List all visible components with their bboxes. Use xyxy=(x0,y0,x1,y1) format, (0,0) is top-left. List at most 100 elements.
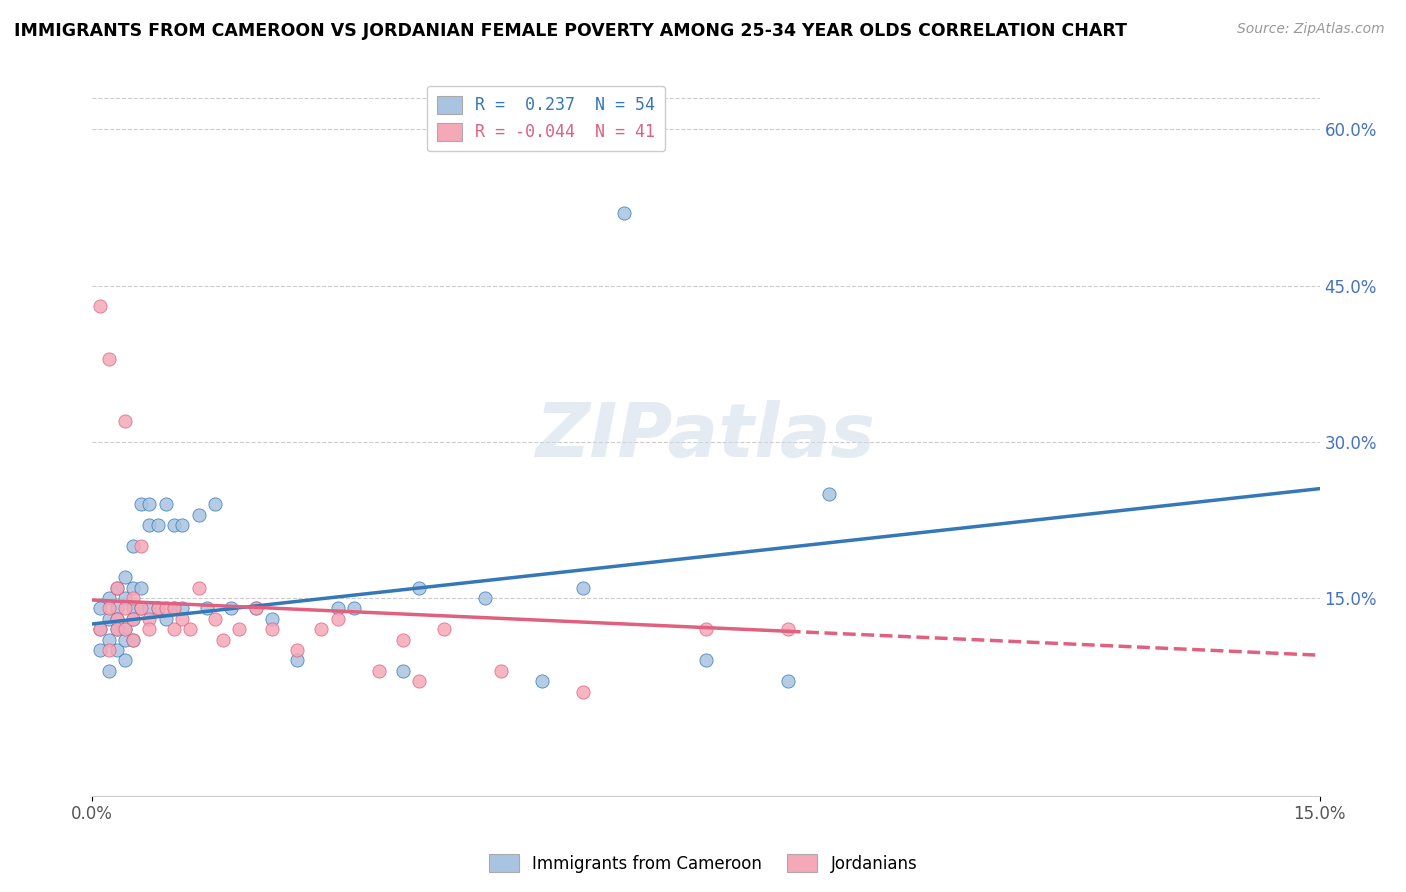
Point xyxy=(114,601,136,615)
Point xyxy=(89,622,111,636)
Point xyxy=(163,518,186,533)
Point xyxy=(572,684,595,698)
Point xyxy=(129,601,152,615)
Point xyxy=(138,622,160,636)
Point xyxy=(204,612,226,626)
Point xyxy=(172,612,194,626)
Point xyxy=(695,622,717,636)
Point xyxy=(245,601,267,615)
Point xyxy=(114,653,136,667)
Point xyxy=(105,581,128,595)
Point xyxy=(163,622,186,636)
Point xyxy=(97,601,120,615)
Point xyxy=(89,622,111,636)
Point xyxy=(122,612,145,626)
Point xyxy=(89,300,111,314)
Point xyxy=(311,622,333,636)
Point xyxy=(105,612,128,626)
Point xyxy=(392,632,415,647)
Point xyxy=(163,601,186,615)
Point xyxy=(97,643,120,657)
Point xyxy=(89,601,111,615)
Point xyxy=(129,601,152,615)
Point xyxy=(129,581,152,595)
Point xyxy=(187,508,209,522)
Point xyxy=(343,601,366,615)
Point xyxy=(138,601,160,615)
Point xyxy=(146,601,169,615)
Point xyxy=(105,622,128,636)
Point xyxy=(105,643,128,657)
Point xyxy=(97,612,120,626)
Point xyxy=(146,601,169,615)
Point xyxy=(204,497,226,511)
Point xyxy=(326,601,349,615)
Text: ZIPatlas: ZIPatlas xyxy=(536,401,876,473)
Point xyxy=(245,601,267,615)
Point xyxy=(129,539,152,553)
Point xyxy=(129,497,152,511)
Point xyxy=(105,622,128,636)
Point xyxy=(97,664,120,678)
Point xyxy=(392,664,415,678)
Point xyxy=(114,591,136,605)
Point xyxy=(146,518,169,533)
Point xyxy=(262,612,284,626)
Point xyxy=(105,581,128,595)
Point xyxy=(212,632,235,647)
Point xyxy=(114,622,136,636)
Point xyxy=(105,612,128,626)
Point xyxy=(138,497,160,511)
Legend: Immigrants from Cameroon, Jordanians: Immigrants from Cameroon, Jordanians xyxy=(482,847,924,880)
Point xyxy=(491,664,513,678)
Point xyxy=(187,581,209,595)
Point xyxy=(155,601,177,615)
Point xyxy=(531,674,554,689)
Point xyxy=(172,518,194,533)
Point xyxy=(228,622,250,636)
Point xyxy=(285,653,308,667)
Point xyxy=(122,612,145,626)
Point xyxy=(122,591,145,605)
Point xyxy=(285,643,308,657)
Text: Source: ZipAtlas.com: Source: ZipAtlas.com xyxy=(1237,22,1385,37)
Point xyxy=(195,601,218,615)
Point xyxy=(122,632,145,647)
Point xyxy=(179,622,201,636)
Point xyxy=(122,539,145,553)
Point xyxy=(114,622,136,636)
Point xyxy=(155,497,177,511)
Point xyxy=(695,653,717,667)
Point xyxy=(408,581,430,595)
Point xyxy=(122,581,145,595)
Point xyxy=(114,414,136,428)
Point xyxy=(572,581,595,595)
Point xyxy=(155,612,177,626)
Point xyxy=(97,351,120,366)
Point xyxy=(433,622,456,636)
Point xyxy=(122,601,145,615)
Point xyxy=(114,632,136,647)
Point xyxy=(367,664,389,678)
Text: IMMIGRANTS FROM CAMEROON VS JORDANIAN FEMALE POVERTY AMONG 25-34 YEAR OLDS CORRE: IMMIGRANTS FROM CAMEROON VS JORDANIAN FE… xyxy=(14,22,1128,40)
Point xyxy=(114,570,136,584)
Point xyxy=(613,206,636,220)
Point xyxy=(97,591,120,605)
Point xyxy=(408,674,430,689)
Point xyxy=(262,622,284,636)
Point xyxy=(122,632,145,647)
Point xyxy=(326,612,349,626)
Point xyxy=(138,518,160,533)
Point xyxy=(97,632,120,647)
Point xyxy=(817,487,839,501)
Point xyxy=(89,643,111,657)
Point xyxy=(219,601,242,615)
Point xyxy=(105,601,128,615)
Point xyxy=(172,601,194,615)
Point xyxy=(138,612,160,626)
Point xyxy=(163,601,186,615)
Point xyxy=(776,622,799,636)
Legend: R =  0.237  N = 54, R = -0.044  N = 41: R = 0.237 N = 54, R = -0.044 N = 41 xyxy=(427,86,665,152)
Point xyxy=(776,674,799,689)
Point xyxy=(474,591,496,605)
